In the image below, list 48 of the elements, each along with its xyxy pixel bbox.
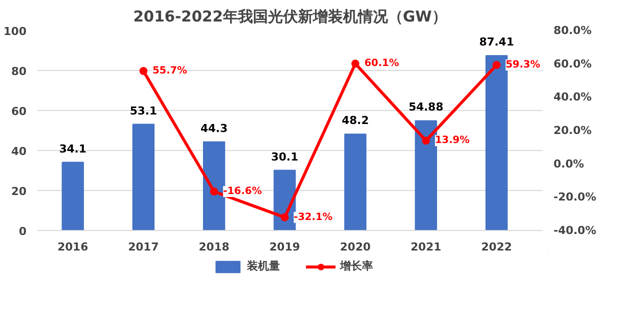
y-tick-label: 80: [11, 65, 27, 78]
chart-title: 2016-2022年我国光伏新增装机情况（GW）: [133, 8, 447, 26]
point: [351, 60, 360, 68]
y2-tick-label: 0.0%: [554, 157, 584, 170]
data-label: 87.41: [479, 36, 514, 49]
y-tick-label: 0: [18, 225, 27, 238]
data-label: 30.1: [271, 150, 298, 164]
point: [492, 61, 501, 69]
data-label: 48.2: [342, 114, 369, 128]
data-label: 34.1: [59, 142, 86, 156]
y2-tick-label: 20.0%: [554, 124, 592, 137]
data-label: 44.3: [200, 122, 228, 135]
bar: [414, 120, 438, 230]
y2-tick-label: -20.0%: [554, 190, 596, 204]
y-tick-label: 100: [4, 25, 27, 38]
bar: [132, 124, 155, 230]
data-label: 13.9%: [434, 135, 470, 146]
data-label: -16.6%: [223, 186, 262, 197]
x-tick-label: 2020: [340, 240, 371, 254]
bar: [485, 55, 508, 230]
point: [422, 136, 430, 145]
point: [280, 213, 289, 222]
y2-tick-label: 80.0%: [554, 24, 592, 37]
point: [210, 188, 218, 196]
legend-label: 装机量: [247, 258, 280, 274]
x-tick-label: 2021: [410, 240, 442, 254]
data-label: 59.3%: [506, 60, 540, 70]
x-tick-label: 2016: [58, 240, 88, 254]
x-tick-label: 2022: [481, 240, 512, 254]
y2-tick-label: 40.0%: [554, 90, 592, 104]
bar: [344, 134, 366, 230]
data-label: 53.1: [130, 104, 158, 118]
data-label: 60.1%: [364, 58, 400, 70]
x-tick-label: 2018: [198, 240, 230, 254]
data-label: 55.7%: [152, 66, 188, 76]
point: [139, 67, 148, 75]
y-tick-label: 60: [11, 105, 27, 118]
y2-tick-label: -40.0%: [554, 224, 596, 237]
x-tick-label: 2019: [269, 240, 300, 254]
legend-label: 增长率: [340, 258, 373, 274]
data-label: -32.1%: [294, 212, 333, 223]
y-tick-label: 40: [11, 145, 27, 158]
y2-tick-label: 60.0%: [554, 57, 592, 70]
bar: [202, 141, 226, 230]
bar: [62, 162, 84, 230]
y-tick-label: 20: [11, 185, 27, 198]
x-tick-label: 2017: [128, 240, 159, 254]
data-label: 54.88: [408, 100, 444, 114]
